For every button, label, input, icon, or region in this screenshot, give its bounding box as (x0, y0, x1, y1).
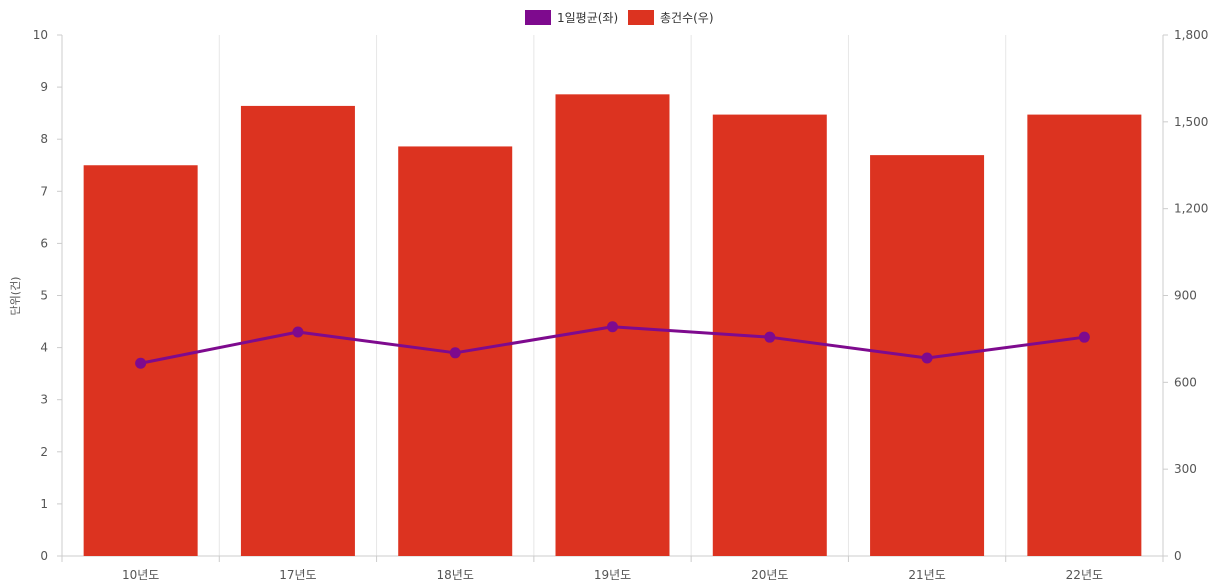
y-right-tick-label: 0 (1174, 549, 1182, 563)
y-left-tick-label: 8 (40, 132, 48, 146)
legend-swatch-bar (628, 10, 654, 25)
legend-label-bar: 총건수(우) (660, 11, 714, 25)
y-left-tick-label: 7 (40, 184, 48, 198)
y-right-tick-label: 600 (1174, 375, 1197, 389)
y-left-tick-label: 4 (40, 341, 48, 355)
y-left-tick-label: 1 (40, 497, 48, 511)
y-left-tick-label: 9 (40, 80, 48, 94)
x-tick-label: 20년도 (751, 568, 788, 582)
x-tick-label: 22년도 (1066, 568, 1103, 582)
y-left-tick-label: 10 (33, 28, 48, 42)
legend-item-bar[interactable]: 총건수(우) (628, 10, 714, 25)
y-left-tick-label: 0 (40, 549, 48, 563)
y-left-tick-label: 2 (40, 445, 48, 459)
y-left-tick-label: 5 (40, 289, 48, 303)
x-tick-label: 19년도 (594, 568, 631, 582)
legend-item-line[interactable]: 1일평균(좌) (525, 10, 618, 25)
y-left-tick-label: 3 (40, 393, 48, 407)
x-tick-label: 17년도 (279, 568, 316, 582)
line-point-10년도 (135, 358, 146, 369)
legend-swatch-line (525, 10, 551, 25)
line-point-19년도 (607, 321, 618, 332)
line-point-20년도 (764, 332, 775, 343)
line-point-18년도 (450, 347, 461, 358)
line-point-17년도 (292, 326, 303, 337)
y-left-tick-label: 6 (40, 236, 48, 250)
y-right-tick-label: 300 (1174, 462, 1197, 476)
y-right-tick-label: 900 (1174, 289, 1197, 303)
y-right-tick-label: 1,200 (1174, 202, 1208, 216)
x-tick-label: 21년도 (908, 568, 945, 582)
y-right-tick-label: 1,800 (1174, 28, 1208, 42)
legend-label-line: 1일평균(좌) (557, 11, 618, 25)
x-tick-label: 10년도 (122, 568, 159, 582)
y-axis-title: 단위(건) (9, 277, 22, 316)
line-point-21년도 (922, 353, 933, 364)
line-point-22년도 (1079, 332, 1090, 343)
x-tick-label: 18년도 (437, 568, 474, 582)
y-right-tick-label: 1,500 (1174, 115, 1208, 129)
legend[interactable]: 1일평균(좌) 총건수(우) (525, 10, 714, 25)
